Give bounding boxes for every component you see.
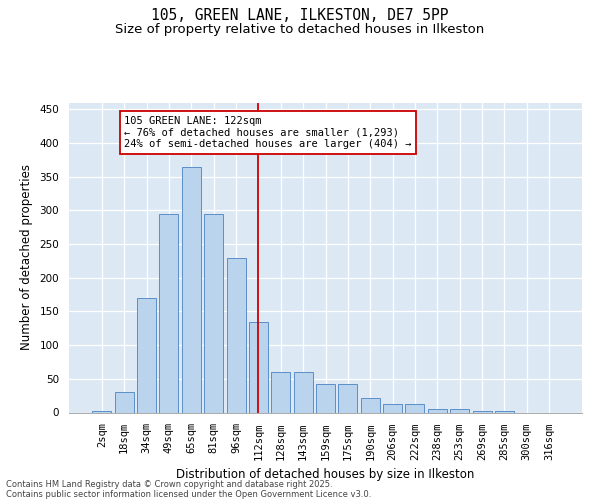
Bar xyxy=(92,411,112,412)
Text: 105, GREEN LANE, ILKESTON, DE7 5PP: 105, GREEN LANE, ILKESTON, DE7 5PP xyxy=(151,8,449,22)
Bar xyxy=(271,372,290,412)
Bar xyxy=(115,392,134,412)
Bar xyxy=(473,411,491,412)
Bar xyxy=(293,372,313,412)
Bar xyxy=(160,214,178,412)
Bar xyxy=(316,384,335,412)
Bar xyxy=(338,384,358,412)
Bar xyxy=(406,404,424,412)
Y-axis label: Number of detached properties: Number of detached properties xyxy=(20,164,32,350)
Text: Contains HM Land Registry data © Crown copyright and database right 2025.
Contai: Contains HM Land Registry data © Crown c… xyxy=(6,480,371,499)
Bar xyxy=(495,411,514,412)
Bar xyxy=(137,298,156,412)
Text: Size of property relative to detached houses in Ilkeston: Size of property relative to detached ho… xyxy=(115,22,485,36)
X-axis label: Distribution of detached houses by size in Ilkeston: Distribution of detached houses by size … xyxy=(176,468,475,481)
Bar xyxy=(204,214,223,412)
Bar xyxy=(428,409,447,412)
Bar xyxy=(182,166,201,412)
Bar xyxy=(227,258,245,412)
Text: 105 GREEN LANE: 122sqm
← 76% of detached houses are smaller (1,293)
24% of semi-: 105 GREEN LANE: 122sqm ← 76% of detached… xyxy=(124,116,412,149)
Bar xyxy=(361,398,380,412)
Bar xyxy=(450,409,469,412)
Bar xyxy=(383,404,402,412)
Bar xyxy=(249,322,268,412)
